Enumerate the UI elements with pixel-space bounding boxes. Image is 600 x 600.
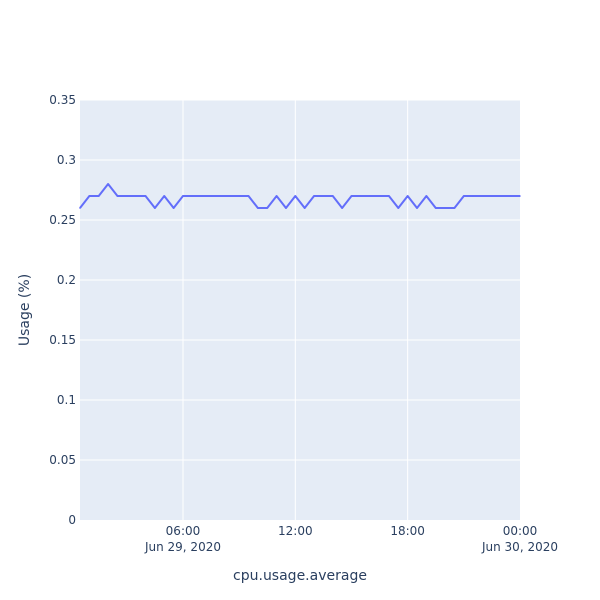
y-axis-ticks: 0 0.05 0.1 0.15 0.2 0.25 0.3 0.35 <box>49 93 76 527</box>
data-point <box>219 195 222 197</box>
data-point <box>453 207 456 209</box>
series-layer <box>79 183 521 209</box>
data-point <box>266 207 269 209</box>
data-point <box>285 207 287 209</box>
data-point <box>126 195 128 197</box>
y-axis-title: Usage (%) <box>17 274 33 346</box>
x-gridlines <box>182 100 409 520</box>
data-point <box>472 195 474 197</box>
data-point <box>191 195 194 197</box>
data-point <box>172 207 175 209</box>
data-point <box>79 207 81 209</box>
x-tick-label: 18:00 <box>390 524 425 538</box>
data-point <box>107 183 109 185</box>
data-point <box>509 195 512 197</box>
data-point <box>163 195 166 197</box>
data-point <box>182 195 184 197</box>
series-line <box>79 183 520 209</box>
data-point <box>434 207 437 209</box>
data-point <box>116 195 119 197</box>
y-tick-label: 0.2 <box>57 273 76 287</box>
data-point <box>303 207 306 209</box>
x-tick-sublabel: Jun 29, 2020 <box>144 540 221 554</box>
data-point <box>425 195 428 197</box>
y-tick-label: 0.35 <box>49 93 76 107</box>
data-point <box>350 195 353 197</box>
data-point <box>294 195 297 197</box>
data-point <box>331 195 334 197</box>
x-tick-sublabel: Jun 30, 2020 <box>481 540 558 554</box>
y-tick-label: 0 <box>68 513 76 527</box>
data-point <box>247 195 250 197</box>
plot-area <box>80 100 520 520</box>
data-point <box>275 195 278 197</box>
data-point <box>463 195 465 197</box>
data-point <box>360 195 362 197</box>
data-point <box>341 207 343 209</box>
y-tick-label: 0.3 <box>57 153 76 167</box>
data-point <box>416 207 418 209</box>
data-point <box>397 207 400 209</box>
y-tick-label: 0.05 <box>49 453 76 467</box>
data-point <box>481 195 484 197</box>
x-tick-label: 00:00 <box>503 524 538 538</box>
data-point <box>519 195 521 197</box>
data-point <box>444 207 446 209</box>
y-tick-label: 0.15 <box>49 333 76 347</box>
data-point <box>210 195 212 197</box>
data-point <box>369 195 372 197</box>
data-point <box>88 195 91 197</box>
data-point <box>388 195 390 197</box>
data-point <box>500 195 503 197</box>
data-point <box>228 195 231 197</box>
data-point <box>238 195 240 197</box>
y-tick-label: 0.1 <box>57 393 76 407</box>
data-point <box>313 195 315 197</box>
x-tick-label: 06:00 <box>166 524 201 538</box>
data-point <box>144 195 147 197</box>
data-point <box>322 195 325 197</box>
x-axis-ticks: 06:00 Jun 29, 2020 12:00 18:00 00:00 Jun 30, … <box>144 524 558 554</box>
data-point <box>257 207 259 209</box>
data-point <box>491 195 493 197</box>
data-point <box>378 195 381 197</box>
data-point <box>135 195 137 197</box>
y-gridlines <box>80 99 520 461</box>
y-tick-label: 0.25 <box>49 213 76 227</box>
data-point <box>97 195 100 197</box>
data-point <box>200 195 203 197</box>
data-point <box>154 207 156 209</box>
x-axis-title: cpu.usage.average <box>233 568 367 584</box>
x-tick-label: 12:00 <box>278 524 313 538</box>
data-point <box>406 195 409 197</box>
